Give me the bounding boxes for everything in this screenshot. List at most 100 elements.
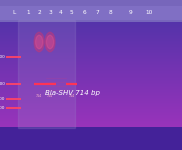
Bar bbox=[0, 35, 182, 36]
Ellipse shape bbox=[45, 32, 55, 52]
Bar bbox=[0, 126, 182, 127]
Bar bbox=[0, 53, 182, 54]
Text: 10: 10 bbox=[146, 10, 153, 15]
Bar bbox=[0, 48, 182, 49]
Bar bbox=[0, 123, 182, 124]
Bar bbox=[0, 24, 182, 25]
Bar bbox=[0, 89, 182, 90]
Bar bbox=[0, 91, 182, 92]
Bar bbox=[0, 6, 182, 20]
Bar bbox=[0, 39, 182, 40]
Bar bbox=[0, 107, 182, 108]
Ellipse shape bbox=[46, 35, 54, 49]
Bar bbox=[0, 133, 182, 134]
Text: Bla-SHV 714 bp: Bla-SHV 714 bp bbox=[45, 90, 100, 96]
Bar bbox=[0, 57, 182, 58]
Text: 7: 7 bbox=[96, 10, 99, 15]
Bar bbox=[0, 99, 182, 100]
Bar bbox=[0, 49, 182, 50]
Bar bbox=[0, 112, 182, 113]
Bar bbox=[0, 149, 182, 150]
Text: 6: 6 bbox=[83, 10, 86, 15]
Bar bbox=[0, 27, 182, 28]
Bar bbox=[0, 6, 182, 7]
Bar bbox=[0, 55, 182, 56]
Bar bbox=[0, 130, 182, 131]
Bar bbox=[0, 84, 182, 85]
Bar bbox=[0, 54, 182, 55]
Bar bbox=[0, 8, 182, 9]
Bar bbox=[0, 46, 182, 47]
Bar bbox=[0, 50, 182, 51]
Bar bbox=[0, 40, 182, 41]
Bar bbox=[0, 119, 182, 120]
Bar bbox=[0, 22, 182, 23]
Bar bbox=[0, 108, 182, 109]
Bar bbox=[0, 137, 182, 138]
Bar bbox=[0, 62, 182, 63]
Text: 1500: 1500 bbox=[0, 106, 5, 110]
Bar bbox=[0, 87, 182, 88]
Bar bbox=[0, 23, 182, 24]
Bar bbox=[0, 33, 182, 34]
Bar bbox=[0, 103, 182, 104]
Bar bbox=[0, 41, 182, 42]
Bar bbox=[0, 64, 182, 65]
Bar bbox=[0, 125, 182, 126]
Bar bbox=[0, 59, 182, 60]
Text: 714: 714 bbox=[69, 94, 75, 98]
Bar bbox=[0, 131, 182, 132]
Bar bbox=[0, 47, 182, 48]
Bar bbox=[0, 44, 182, 45]
Bar bbox=[0, 56, 182, 57]
Bar bbox=[0, 113, 182, 114]
Bar bbox=[0, 13, 182, 14]
Bar bbox=[0, 9, 182, 10]
Bar bbox=[0, 144, 182, 145]
Bar bbox=[0, 100, 182, 101]
Bar bbox=[0, 141, 182, 142]
Text: 500: 500 bbox=[0, 82, 5, 86]
Bar bbox=[0, 97, 182, 98]
Bar bbox=[0, 140, 182, 141]
Bar bbox=[0, 128, 182, 129]
Bar bbox=[0, 95, 182, 96]
Bar bbox=[0, 94, 182, 95]
Bar bbox=[0, 1, 182, 2]
Bar bbox=[0, 52, 182, 53]
Bar bbox=[0, 143, 182, 144]
Bar bbox=[0, 117, 182, 118]
Bar bbox=[0, 110, 182, 111]
Bar bbox=[0, 102, 182, 103]
Bar bbox=[0, 80, 182, 81]
Bar bbox=[0, 148, 182, 149]
Bar bbox=[0, 116, 182, 117]
Bar bbox=[0, 78, 182, 79]
Text: 1000: 1000 bbox=[0, 97, 5, 101]
Bar bbox=[0, 17, 182, 18]
Bar bbox=[0, 77, 182, 78]
Bar bbox=[0, 18, 182, 19]
Bar bbox=[0, 32, 182, 33]
Bar bbox=[0, 73, 182, 74]
Bar bbox=[0, 127, 182, 128]
Bar bbox=[0, 132, 182, 133]
Bar bbox=[0, 25, 182, 26]
Bar bbox=[0, 139, 182, 140]
Bar bbox=[0, 34, 182, 35]
Bar bbox=[0, 63, 182, 64]
Bar bbox=[0, 21, 182, 22]
Bar bbox=[0, 121, 182, 122]
Bar bbox=[0, 29, 182, 30]
Bar bbox=[0, 92, 182, 93]
Text: 714: 714 bbox=[47, 94, 53, 98]
Bar bbox=[0, 60, 182, 61]
Bar bbox=[0, 104, 182, 105]
Text: 1: 1 bbox=[26, 10, 30, 15]
Bar bbox=[0, 81, 182, 82]
Bar bbox=[0, 38, 182, 39]
Bar bbox=[0, 74, 182, 75]
Bar bbox=[0, 93, 182, 94]
Bar bbox=[0, 115, 182, 116]
Bar bbox=[0, 12, 182, 13]
